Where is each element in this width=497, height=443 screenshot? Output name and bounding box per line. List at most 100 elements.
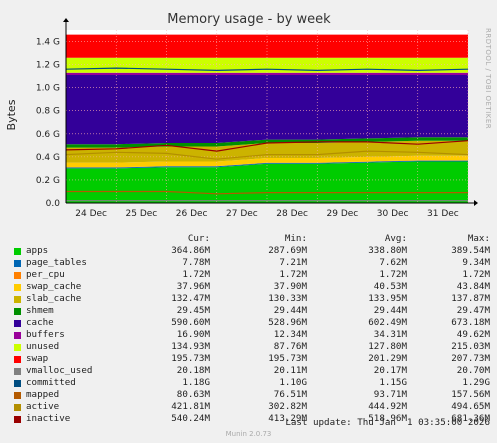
legend-name: per_cpu bbox=[26, 269, 65, 280]
line-inactive bbox=[65, 140, 469, 152]
legend-max: 29.47M bbox=[456, 305, 490, 316]
legend-row-active: active 421.81M 302.82M 444.92M 494.65M bbox=[12, 401, 490, 413]
legend-cur: 132.47M bbox=[171, 293, 210, 304]
legend-avg: 20.17M bbox=[373, 365, 407, 376]
legend-name: mapped bbox=[26, 389, 60, 400]
legend-swatch bbox=[14, 404, 21, 411]
legend-swatch bbox=[14, 344, 21, 351]
legend-min: 413.29M bbox=[268, 413, 307, 424]
legend-max: 207.73M bbox=[451, 353, 490, 364]
legend-name: inactive bbox=[26, 413, 71, 424]
legend-max: 157.56M bbox=[451, 389, 490, 400]
legend-row-mapped: mapped 80.63M 76.51M 93.71M 157.56M bbox=[12, 389, 490, 401]
legend-row-shmem: shmem 29.45M 29.44M 29.44M 29.47M bbox=[12, 305, 490, 317]
legend-row-per-cpu: per_cpu 1.72M 1.72M 1.72M 1.72M bbox=[12, 269, 490, 281]
legend-cur: 7.78M bbox=[182, 257, 210, 268]
x-axis-arrow bbox=[474, 200, 478, 206]
legend-max: 9.34M bbox=[462, 257, 490, 268]
legend-cur: 80.63M bbox=[176, 389, 210, 400]
legend-row-committed: committed 1.18G 1.10G 1.15G 1.29G bbox=[12, 377, 490, 389]
legend-max: 137.87M bbox=[451, 293, 490, 304]
legend-swatch bbox=[14, 260, 21, 267]
legend-swatch bbox=[14, 284, 21, 291]
y-axis-label: Bytes bbox=[5, 99, 18, 130]
line-mapped bbox=[66, 190, 468, 195]
y-tick-label: 1.2 G bbox=[36, 61, 60, 71]
legend-cur: 540.24M bbox=[171, 413, 210, 424]
legend-row-swap-cache: swap_cache 37.96M 37.90M 40.53M 43.84M bbox=[12, 281, 490, 293]
legend-min: 76.51M bbox=[273, 389, 307, 400]
x-tick-label: 26 Dec bbox=[176, 209, 208, 219]
legend-avg: 40.53M bbox=[373, 281, 407, 292]
legend-cur: 421.81M bbox=[171, 401, 210, 412]
legend-cur: 37.96M bbox=[176, 281, 210, 292]
legend-name: vmalloc_used bbox=[26, 365, 93, 376]
legend-name: swap_cache bbox=[26, 281, 82, 292]
line-active bbox=[65, 150, 469, 160]
legend-min: 195.73M bbox=[268, 353, 307, 364]
legend-name: cache bbox=[26, 317, 54, 328]
legend-name: committed bbox=[26, 377, 76, 388]
x-tick-label: 30 Dec bbox=[377, 209, 409, 219]
legend-row-swap: swap 195.73M 195.73M 201.29M 207.73M bbox=[12, 353, 490, 365]
legend-name: page_tables bbox=[26, 257, 87, 268]
y-axis-arrow bbox=[63, 18, 69, 22]
legend-avg: 518.96M bbox=[368, 413, 407, 424]
legend-swatch bbox=[14, 308, 21, 315]
line-committed bbox=[65, 67, 469, 72]
legend-avg: 34.31M bbox=[373, 329, 407, 340]
legend-min: 1.10G bbox=[279, 377, 307, 388]
legend-name: shmem bbox=[26, 305, 54, 316]
legend-avg: 201.29M bbox=[368, 353, 407, 364]
legend-row-apps: apps 364.86M 287.69M 338.80M 389.54M bbox=[12, 245, 490, 257]
legend-cur: 590.60M bbox=[171, 317, 210, 328]
legend-avg: 127.80M bbox=[368, 341, 407, 352]
legend-swatch bbox=[14, 248, 21, 255]
x-tick-label: 24 Dec bbox=[75, 209, 107, 219]
header-max: Max: bbox=[467, 233, 490, 244]
legend-cur: 1.72M bbox=[182, 269, 210, 280]
x-tick-label: 28 Dec bbox=[276, 209, 308, 219]
rrdtool-credit: RRDTOOL / TOBI OETIKER bbox=[484, 28, 492, 129]
legend-name: swap bbox=[26, 353, 49, 364]
legend-max: 494.65M bbox=[451, 401, 490, 412]
area-buffers bbox=[66, 72, 468, 75]
x-tick-label: 31 Dec bbox=[427, 209, 459, 219]
legend-row-inactive: inactive 540.24M 413.29M 518.96M 681.36M bbox=[12, 413, 490, 425]
legend-avg: 338.80M bbox=[368, 245, 407, 256]
legend-max: 389.54M bbox=[451, 245, 490, 256]
x-tick-label: 27 Dec bbox=[226, 209, 258, 219]
legend-row-unused: unused 134.93M 87.76M 127.80M 215.03M bbox=[12, 341, 490, 353]
x-tick-label: 29 Dec bbox=[327, 209, 359, 219]
legend-swatch bbox=[14, 320, 21, 327]
legend-row-slab-cache: slab_cache 132.47M 130.33M 133.95M 137.87M bbox=[12, 293, 490, 305]
legend-min: 87.76M bbox=[273, 341, 307, 352]
legend-row-vmalloc-used: vmalloc_used 20.18M 20.11M 20.17M 20.70M bbox=[12, 365, 490, 377]
legend-min: 287.69M bbox=[268, 245, 307, 256]
legend-min: 37.90M bbox=[273, 281, 307, 292]
y-tick-label: 1.0 G bbox=[36, 84, 60, 94]
legend-avg: 1.15G bbox=[379, 377, 407, 388]
legend-max: 49.62M bbox=[456, 329, 490, 340]
legend-max: 673.18M bbox=[451, 317, 490, 328]
legend-min: 29.44M bbox=[273, 305, 307, 316]
legend-row-cache: cache 590.60M 528.96M 602.49M 673.18M bbox=[12, 317, 490, 329]
y-tick-label: 1.4 G bbox=[36, 38, 60, 48]
chart-title: Memory usage - by week bbox=[167, 12, 331, 27]
legend-name: unused bbox=[26, 341, 60, 352]
x-tick-label: 25 Dec bbox=[126, 209, 158, 219]
legend-header: Cur: Min: Avg: Max: bbox=[12, 233, 490, 245]
legend-max: 1.72M bbox=[462, 269, 490, 280]
legend-min: 130.33M bbox=[268, 293, 307, 304]
munin-credit: Munin 2.0.73 bbox=[225, 430, 272, 438]
legend-max: 20.70M bbox=[456, 365, 490, 376]
legend-swatch bbox=[14, 296, 21, 303]
legend-avg: 93.71M bbox=[373, 389, 407, 400]
legend-avg: 29.44M bbox=[373, 305, 407, 316]
legend-min: 20.11M bbox=[273, 365, 307, 376]
legend-cur: 20.18M bbox=[176, 365, 210, 376]
legend-cur: 364.86M bbox=[171, 245, 210, 256]
legend-avg: 444.92M bbox=[368, 401, 407, 412]
legend-swatch bbox=[14, 368, 21, 375]
y-tick-label: 0.8 G bbox=[36, 107, 60, 117]
